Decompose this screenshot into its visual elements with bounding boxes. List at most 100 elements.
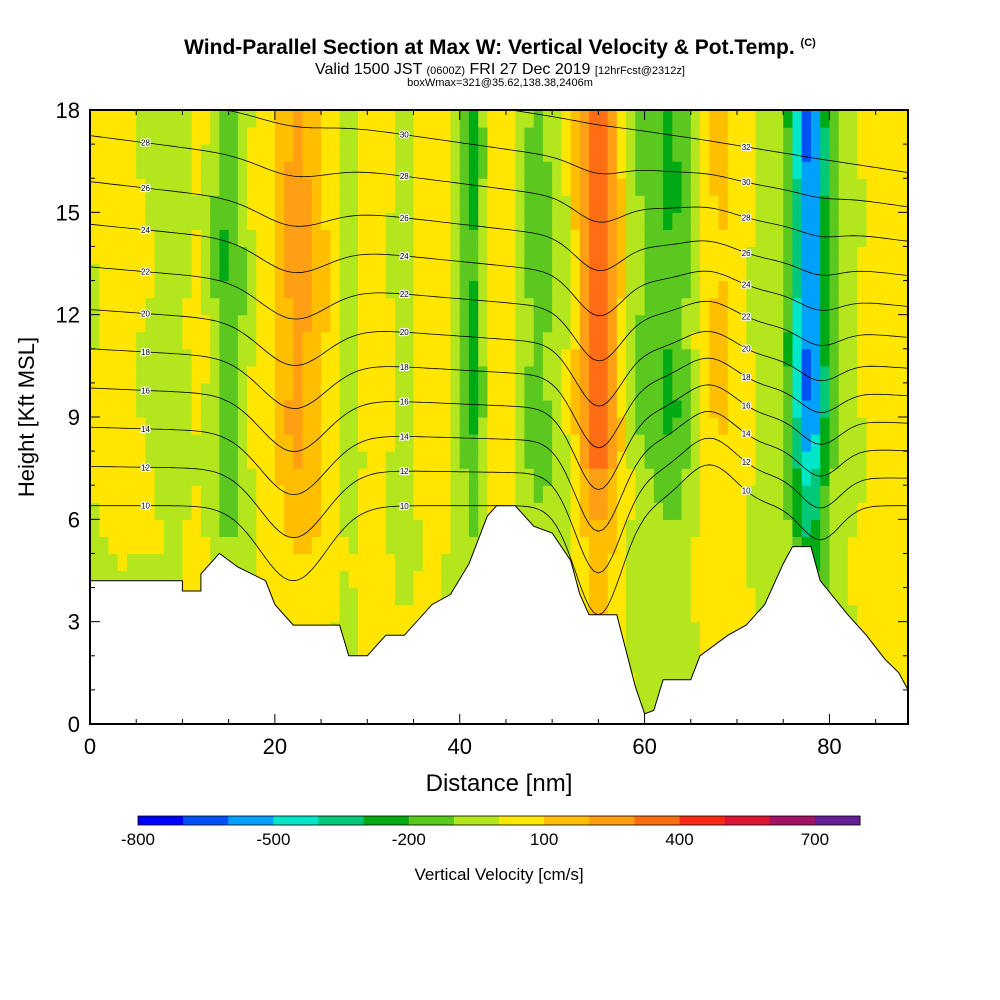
w-cell bbox=[505, 110, 516, 128]
w-cell bbox=[524, 399, 535, 418]
w-cell bbox=[884, 365, 895, 384]
w-cell bbox=[505, 127, 516, 145]
w-cell bbox=[459, 263, 470, 282]
w-cell bbox=[755, 161, 766, 179]
w-cell bbox=[182, 331, 193, 350]
w-cell bbox=[681, 638, 692, 657]
w-cell bbox=[542, 314, 553, 333]
w-cell bbox=[801, 519, 812, 537]
w-cell bbox=[459, 127, 470, 145]
w-cell bbox=[136, 536, 147, 555]
w-cell bbox=[348, 348, 359, 367]
w-cell bbox=[552, 110, 562, 128]
w-cell bbox=[607, 195, 618, 213]
w-cell bbox=[653, 212, 664, 230]
w-cell bbox=[552, 314, 562, 333]
w-cell bbox=[228, 161, 239, 179]
w-cell bbox=[293, 212, 304, 230]
w-cell bbox=[210, 451, 220, 469]
w-cell bbox=[200, 280, 211, 299]
w-cell bbox=[293, 229, 304, 248]
w-cell bbox=[348, 570, 359, 589]
w-cell bbox=[672, 280, 683, 299]
w-cell bbox=[626, 365, 636, 384]
w-cell bbox=[228, 331, 239, 350]
w-cell bbox=[764, 434, 775, 452]
w-cell bbox=[145, 246, 156, 265]
w-cell bbox=[626, 331, 636, 350]
w-cell bbox=[737, 485, 747, 503]
w-cell bbox=[838, 502, 849, 520]
w-cell bbox=[718, 161, 729, 179]
w-cell bbox=[154, 212, 165, 230]
w-cell bbox=[321, 485, 331, 503]
w-cell bbox=[339, 536, 350, 555]
w-cell bbox=[570, 502, 581, 520]
contour-label: 24 bbox=[742, 281, 751, 290]
w-cell bbox=[709, 536, 720, 555]
w-cell bbox=[441, 382, 452, 401]
w-cell bbox=[441, 434, 452, 452]
w-cell bbox=[117, 229, 128, 248]
w-cell bbox=[589, 365, 599, 384]
w-cell bbox=[570, 417, 581, 435]
w-cell bbox=[413, 434, 424, 452]
w-cell bbox=[589, 161, 599, 179]
w-cell bbox=[200, 451, 211, 469]
w-cell bbox=[367, 365, 378, 384]
w-cell bbox=[459, 382, 470, 401]
w-cell bbox=[413, 485, 424, 503]
contour-label: 12 bbox=[141, 463, 150, 472]
w-cell bbox=[385, 297, 396, 316]
w-cell bbox=[487, 331, 498, 350]
w-cell bbox=[727, 144, 738, 162]
w-cell bbox=[450, 314, 461, 333]
x-tick-label: 60 bbox=[632, 734, 656, 759]
w-cell bbox=[219, 485, 230, 503]
w-cell bbox=[644, 110, 655, 128]
w-cell bbox=[321, 110, 331, 128]
w-cell bbox=[117, 451, 128, 469]
w-cell bbox=[145, 536, 156, 555]
w-cell bbox=[524, 110, 535, 128]
w-cell bbox=[783, 127, 794, 145]
w-cell bbox=[755, 587, 766, 606]
w-cell bbox=[570, 212, 581, 230]
w-cell bbox=[210, 417, 220, 435]
w-cell bbox=[515, 434, 526, 452]
w-cell bbox=[894, 519, 904, 537]
w-cell bbox=[801, 399, 812, 418]
w-cell bbox=[237, 399, 248, 418]
w-cell bbox=[385, 161, 396, 179]
w-cell bbox=[496, 451, 507, 469]
w-cell bbox=[385, 246, 396, 265]
w-cell bbox=[894, 502, 904, 520]
w-cell bbox=[552, 434, 562, 452]
w-cell bbox=[487, 468, 498, 486]
w-cell bbox=[385, 502, 396, 520]
w-cell bbox=[533, 161, 544, 179]
w-cell bbox=[237, 144, 248, 162]
w-cell bbox=[847, 434, 858, 452]
w-cell bbox=[644, 536, 655, 555]
w-cell bbox=[690, 144, 701, 162]
w-cell bbox=[773, 365, 784, 384]
w-cell bbox=[191, 502, 202, 520]
w-cell bbox=[690, 604, 701, 623]
w-cell bbox=[737, 382, 747, 401]
w-cell bbox=[866, 485, 877, 503]
w-cell bbox=[533, 127, 544, 145]
w-cell bbox=[561, 246, 572, 265]
w-cell bbox=[663, 536, 673, 555]
w-cell bbox=[857, 127, 867, 145]
w-cell bbox=[737, 161, 747, 179]
w-cell bbox=[635, 536, 646, 555]
w-cell bbox=[256, 536, 267, 555]
w-cell bbox=[820, 348, 831, 367]
w-cell bbox=[200, 127, 211, 145]
w-cell bbox=[376, 485, 387, 503]
w-cell bbox=[358, 263, 368, 282]
w-cell bbox=[126, 110, 137, 128]
w-cell bbox=[404, 604, 415, 623]
w-cell bbox=[358, 519, 368, 537]
